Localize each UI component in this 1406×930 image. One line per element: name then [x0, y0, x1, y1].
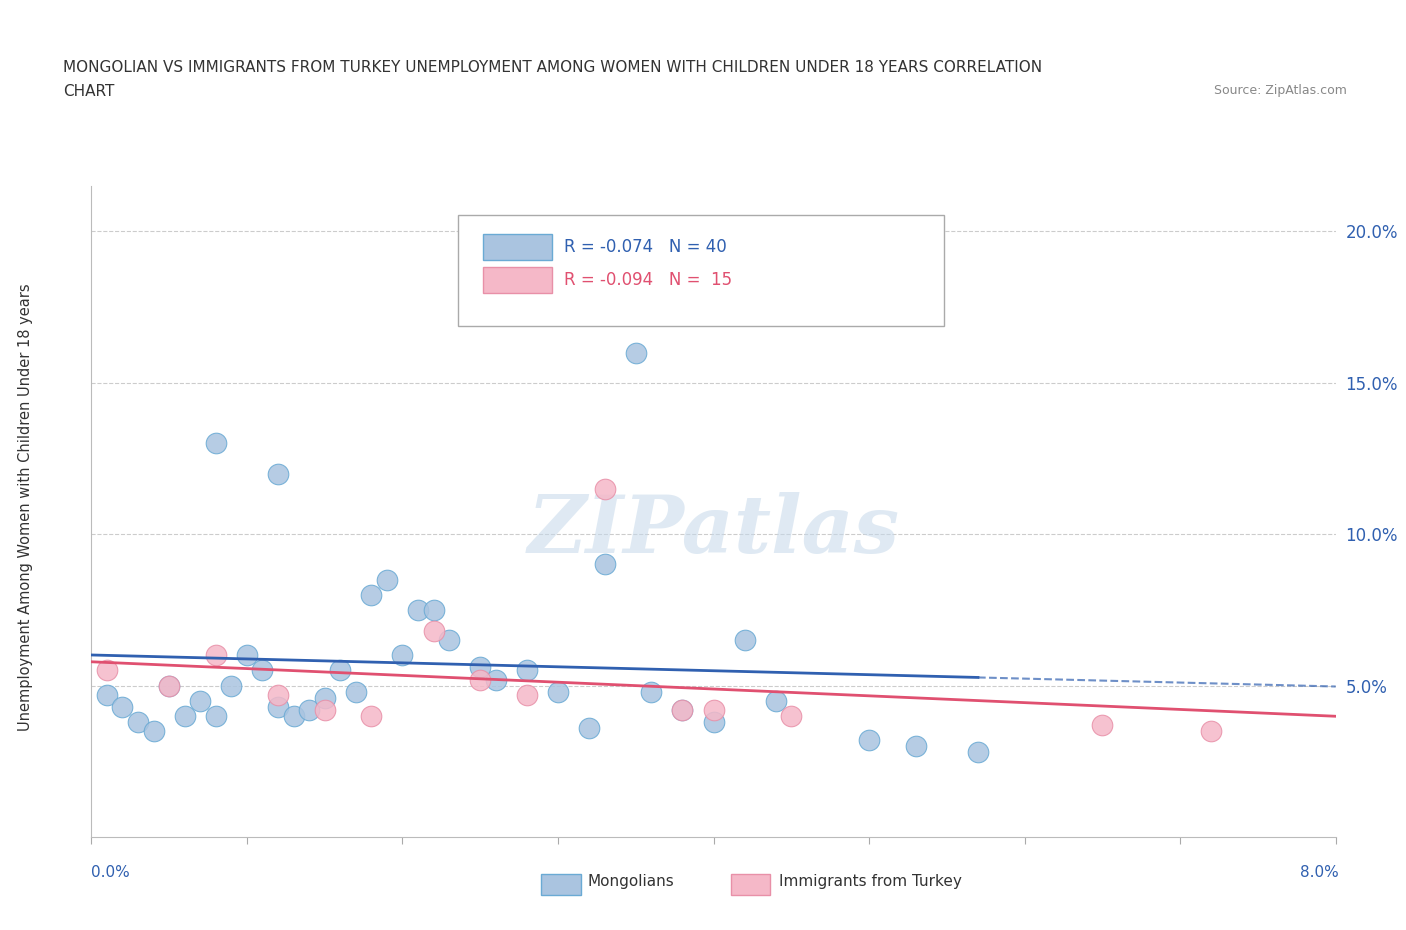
Text: Source: ZipAtlas.com: Source: ZipAtlas.com	[1213, 84, 1347, 97]
Point	[267, 466, 290, 481]
Point	[314, 702, 336, 717]
Point	[142, 724, 165, 738]
Text: 8.0%: 8.0%	[1299, 865, 1339, 880]
Point	[157, 678, 180, 693]
Text: 0.0%: 0.0%	[91, 865, 131, 880]
Point	[329, 663, 352, 678]
Point	[702, 714, 725, 729]
Point	[593, 482, 616, 497]
Point	[267, 687, 290, 702]
Point	[236, 648, 259, 663]
Point	[188, 693, 211, 708]
Point	[858, 733, 880, 748]
Point	[578, 721, 600, 736]
Point	[173, 709, 195, 724]
Point	[437, 632, 460, 647]
Point	[314, 690, 336, 705]
Point	[516, 687, 538, 702]
Text: Immigrants from Turkey: Immigrants from Turkey	[779, 874, 962, 889]
Point	[422, 624, 444, 639]
Text: Mongolians: Mongolians	[588, 874, 675, 889]
Point	[205, 436, 228, 451]
Point	[205, 648, 228, 663]
Point	[157, 678, 180, 693]
Point	[734, 632, 756, 647]
Point	[470, 660, 492, 675]
Point	[547, 684, 569, 699]
Point	[360, 709, 382, 724]
FancyBboxPatch shape	[458, 216, 943, 326]
Point	[904, 738, 927, 753]
Point	[252, 663, 274, 678]
Point	[780, 709, 803, 724]
Point	[470, 672, 492, 687]
Point	[485, 672, 508, 687]
Point	[96, 687, 118, 702]
Point	[1201, 724, 1223, 738]
Point	[422, 603, 444, 618]
Point	[406, 603, 429, 618]
FancyBboxPatch shape	[484, 234, 551, 260]
Point	[298, 702, 321, 717]
Text: MONGOLIAN VS IMMIGRANTS FROM TURKEY UNEMPLOYMENT AMONG WOMEN WITH CHILDREN UNDER: MONGOLIAN VS IMMIGRANTS FROM TURKEY UNEM…	[63, 60, 1042, 75]
Point	[671, 702, 693, 717]
Text: ZIPatlas: ZIPatlas	[527, 492, 900, 570]
Text: R = -0.074   N = 40: R = -0.074 N = 40	[564, 238, 727, 256]
Text: Unemployment Among Women with Children Under 18 years: Unemployment Among Women with Children U…	[18, 283, 32, 731]
Point	[205, 709, 228, 724]
Point	[344, 684, 367, 699]
Point	[640, 684, 662, 699]
Point	[1091, 718, 1114, 733]
Point	[702, 702, 725, 717]
Point	[96, 663, 118, 678]
Text: CHART: CHART	[63, 84, 115, 99]
Point	[516, 663, 538, 678]
Point	[671, 702, 693, 717]
Point	[967, 745, 990, 760]
Point	[111, 699, 134, 714]
Point	[765, 693, 787, 708]
Point	[593, 557, 616, 572]
FancyBboxPatch shape	[484, 267, 551, 293]
Point	[283, 709, 305, 724]
Point	[221, 678, 243, 693]
Point	[360, 588, 382, 603]
Point	[624, 345, 647, 360]
Text: R = -0.094   N =  15: R = -0.094 N = 15	[564, 271, 733, 288]
Point	[127, 714, 149, 729]
Point	[391, 648, 413, 663]
Point	[375, 572, 398, 587]
Point	[267, 699, 290, 714]
